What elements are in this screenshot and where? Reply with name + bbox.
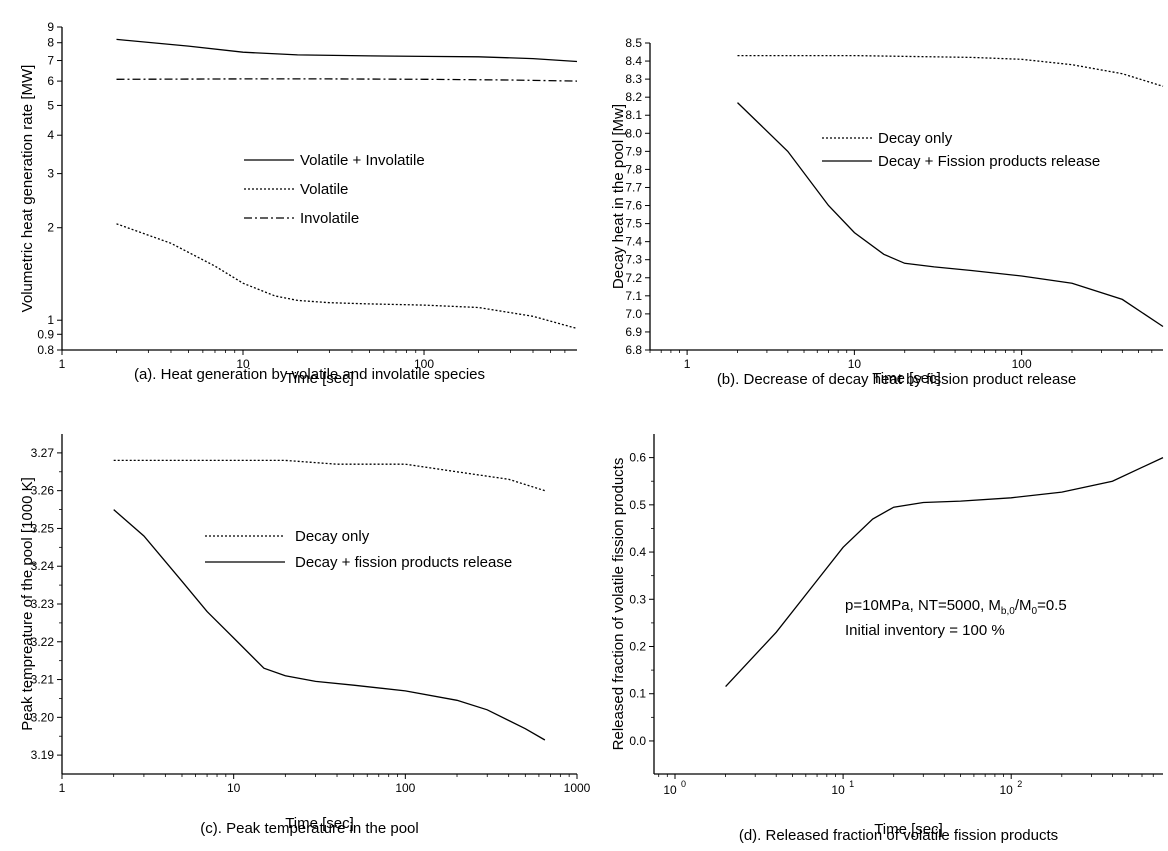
y-tick-label: 7 xyxy=(47,54,54,68)
y-tick-label: 8.4 xyxy=(625,54,642,68)
x-tick-label: 1 xyxy=(59,781,66,795)
legend-label-1: Decay only xyxy=(878,130,953,147)
y-tick-label: 3.20 xyxy=(31,710,55,724)
y-tick-label: 7.9 xyxy=(625,144,642,158)
x-tick-exponent: 1 xyxy=(849,779,854,789)
y-tick-label: 7.4 xyxy=(625,235,642,249)
annotation-parameters: p=10MPa, NT=5000, Mb,0/M0=0.5 xyxy=(845,597,1067,617)
y-axis-label: Decay heat in the pool [Mw] xyxy=(610,104,627,289)
x-tick-label: 100 xyxy=(414,357,434,371)
series-line-1 xyxy=(113,459,546,492)
panel-caption: (b). Decrease of decay heat by fission p… xyxy=(717,371,1076,388)
x-tick-label: 100 xyxy=(1012,357,1032,371)
y-tick-label: 6.8 xyxy=(625,343,642,357)
y-tick-label: 3.22 xyxy=(31,635,55,649)
y-tick-label: 3.26 xyxy=(31,484,55,498)
y-tick-label: 3.25 xyxy=(31,521,55,535)
y-tick-label: 7.5 xyxy=(625,217,642,231)
panel-b: 1 10 100 6.8 6.9 7.0 7.1 7.2 7.3 7.4 7.5 7.6 7.7 7.8 7… xyxy=(610,36,1164,388)
x-tick-label: 10 xyxy=(1000,783,1014,797)
x-tick-exponent: 2 xyxy=(1017,779,1022,789)
series-line-3 xyxy=(116,78,578,82)
y-tick-label: 7.6 xyxy=(625,199,642,213)
annotation-inventory: Initial inventory = 100 % xyxy=(845,622,1005,639)
y-tick-label: 7.2 xyxy=(625,271,642,285)
x-tick-label: 10 xyxy=(848,357,862,371)
y-tick-label: 3 xyxy=(47,167,54,181)
y-tick-label: 3.24 xyxy=(31,559,55,573)
y-tick-label: 0.3 xyxy=(629,592,646,606)
y-tick-label: 8.5 xyxy=(625,36,642,50)
y-tick-label: 2 xyxy=(47,221,54,235)
x-axis-label: Time [sec] xyxy=(872,370,941,387)
y-axis-label: Peak tempreature of the pool [1000 K] xyxy=(19,477,36,731)
y-tick-label: 0.5 xyxy=(629,498,646,512)
y-tick-label: 3.21 xyxy=(31,673,55,687)
series-line-2 xyxy=(116,223,578,330)
panel-c: 1 10 100 1000 3.19 3.20 3.21 3.22 3.23 3.24 3.25 3.… xyxy=(19,434,591,837)
x-axis-label: Time [sec] xyxy=(285,370,354,387)
y-tick-label: 0.8 xyxy=(37,343,54,357)
y-tick-label: 7.8 xyxy=(625,162,642,176)
y-tick-label: 0.1 xyxy=(629,687,646,701)
legend-label-1: Decay only xyxy=(295,528,370,545)
legend-label-2: Decay + fission products release xyxy=(295,554,512,571)
y-tick-label: 7.3 xyxy=(625,253,642,267)
y-tick-label: 8.0 xyxy=(625,126,642,140)
panel-caption: (c). Peak temperature in the pool xyxy=(200,820,418,837)
series-line-1 xyxy=(725,457,1164,688)
y-tick-label: 9 xyxy=(47,20,54,34)
legend-label-1: Volatile + Involatile xyxy=(300,152,425,169)
legend-label-2: Volatile xyxy=(300,181,348,198)
x-tick-label: 10 xyxy=(831,783,845,797)
y-tick-label: 8 xyxy=(47,36,54,50)
x-tick-label: 10 xyxy=(663,783,677,797)
legend-label-3: Involatile xyxy=(300,210,359,227)
series-line-1 xyxy=(116,38,578,63)
y-tick-label: 3.27 xyxy=(31,446,55,460)
y-tick-label: 0.0 xyxy=(629,734,646,748)
x-tick-label: 10 xyxy=(227,781,241,795)
x-tick-label: 10 xyxy=(236,357,250,371)
series-line-1 xyxy=(737,54,1164,87)
x-tick-exponent: 0 xyxy=(681,779,686,789)
panel-caption: (a). Heat generation by volatile and inv… xyxy=(134,366,485,383)
panel-caption: (d). Released fraction of volatile fissi… xyxy=(739,827,1058,844)
x-tick-label: 1000 xyxy=(564,781,591,795)
x-tick-label: 1 xyxy=(59,357,66,371)
series-line-2 xyxy=(737,102,1164,328)
x-tick-label: 100 xyxy=(395,781,415,795)
x-axis-label: Time [sec] xyxy=(874,821,943,838)
y-tick-label: 8.2 xyxy=(625,90,642,104)
legend-label-2: Decay + Fission products release xyxy=(878,153,1100,170)
y-tick-label: 1 xyxy=(47,313,54,327)
y-tick-label: 4 xyxy=(47,128,54,142)
y-axis-label: Released fraction of volatile fission pr… xyxy=(610,458,627,751)
y-tick-label: 8.3 xyxy=(625,72,642,86)
y-tick-label: 3.23 xyxy=(31,597,55,611)
y-tick-label: 0.2 xyxy=(629,640,646,654)
y-tick-label: 5 xyxy=(47,98,54,112)
y-tick-label: 6 xyxy=(47,74,54,88)
y-axis-label: Volumetric heat generation rate [MW] xyxy=(19,65,36,313)
x-tick-label: 1 xyxy=(684,357,691,371)
y-tick-label: 0.6 xyxy=(629,451,646,465)
y-tick-label: 7.0 xyxy=(625,307,642,321)
y-tick-label: 0.4 xyxy=(629,545,646,559)
x-axis-label: Time [sec] xyxy=(285,815,354,832)
y-tick-label: 0.9 xyxy=(37,327,54,341)
y-tick-label: 8.1 xyxy=(625,108,642,122)
y-tick-label: 7.7 xyxy=(625,180,642,194)
y-tick-label: 7.1 xyxy=(625,289,642,303)
y-tick-label: 3.19 xyxy=(31,748,55,762)
y-tick-label: 6.9 xyxy=(625,325,642,339)
series-line-2 xyxy=(113,509,546,741)
